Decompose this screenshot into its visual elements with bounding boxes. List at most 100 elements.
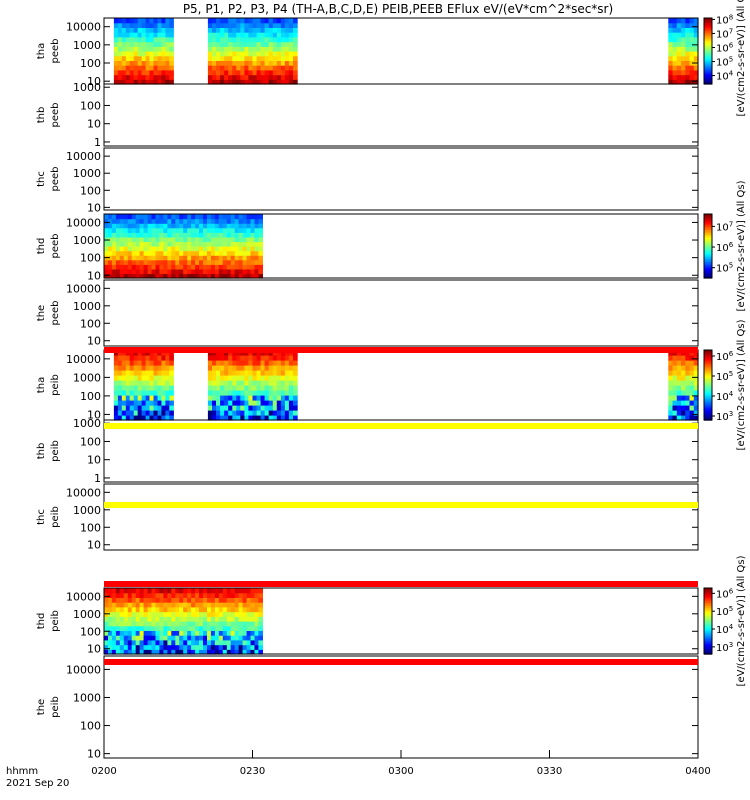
panel-label-instrument: peib [50,610,61,632]
x-tick-label: 0230 [240,766,265,777]
separator-stripe [104,423,698,429]
panel-thd-peeb: 10 100 1000 10000 thd peeb 105 106 107 [eV/(cm2-s… [36,180,747,311]
panel-label-instrument: peib [50,440,61,462]
panel-the-peeb: 10 100 1000 10000 the peeb [36,279,699,348]
panel-label-instrument: peib [50,374,61,396]
y-tick-label: 10 [87,539,101,552]
panel-frame [103,587,699,655]
colorbar-frame [703,349,713,421]
y-tick-label: 1000 [73,371,101,384]
y-tick-label: 100 [80,184,101,197]
separator-stripe [104,659,698,665]
colorbar-unit-label: [eV/(cm2-s-sr-eV)] (All Qs) [736,0,747,116]
spectrogram-block [113,350,174,421]
y-tick-label: 100 [80,625,101,638]
panel-label-probe: tha [36,43,47,59]
y-tick-label: 10 [87,454,101,467]
y-tick-label: 10 [87,408,101,421]
panel-frame [103,213,699,279]
panel-frame [103,83,699,147]
colorbar-tick-label: 105 [716,605,733,618]
y-tick-label: 10 [87,118,101,131]
colorbar-frame [703,17,713,85]
panel-frame [103,349,699,421]
panel-frame [103,17,699,85]
y-tick-label: 1000 [73,300,101,313]
y-tick-label: 1000 [73,504,101,517]
colorbar: 103 104 105 106 [eV/(cm2-s-sr-eV)] (All Qs) [703,555,747,686]
colorbar-tick-label: 105 [716,262,733,275]
y-tick-label: 10000 [66,282,101,295]
spectrogram-block [207,350,298,421]
panel-label-probe: thc [36,509,47,525]
panel-frame [103,419,699,483]
y-tick-label: 10 [87,643,101,656]
y-tick-label: 100 [80,252,101,265]
time-axis: hhmm 2021 Sep 20 0200 0230 0300 0330 0400 [6,750,711,789]
y-tick-label: 10000 [66,353,101,366]
colorbar-tick-label: 106 [716,350,734,363]
y-tick-label: 10 [87,748,101,761]
y-tick-label: 1000 [73,417,101,430]
colorbar-frame [703,587,713,655]
y-tick-label: 10000 [66,150,101,163]
y-tick-label: 100 [80,57,101,70]
y-tick-label: 100 [80,390,101,403]
y-tick-label: 1000 [73,81,101,94]
colorbar-frame [703,213,713,279]
colorbar-tick-label: 105 [716,56,733,69]
x-tick-label: 0300 [388,766,413,777]
x-tick-label: 0330 [537,766,562,777]
y-tick-label: 10000 [66,486,101,499]
panel-thc-peeb: 10 100 1000 10000 thc peeb [36,147,699,214]
separator-stripe [104,502,698,508]
colorbar-tick-label: 107 [716,27,733,40]
colorbar-tick-label: 106 [716,241,734,254]
colorbar-tick-label: 103 [716,410,733,423]
panel-label-probe: thd [36,238,47,255]
separator-stripe [104,347,698,353]
y-tick-label: 1000 [73,39,101,52]
panel-label-instrument: peeb [50,234,61,259]
colorbar: 103 104 105 106 [eV/(cm2-s-sr-eV)] (All Qs) [703,319,747,450]
y-tick-label: 1000 [73,691,101,704]
y-tick-label: 10000 [66,21,101,34]
panel-label-instrument: peib [50,506,61,528]
colorbar-unit-label: [eV/(cm2-s-sr-eV)] (All Qs) [736,319,747,450]
spectrogram-block [207,18,298,85]
panel-thd-peib: 10 100 1000 10000 thd peib 103 104 105 106 [eV/(cm… [36,555,747,686]
y-tick-label: 10 [87,335,101,348]
y-tick-label: 100 [80,521,101,534]
colorbar-tick-label: 104 [716,390,734,403]
panel-label-instrument: peeb [50,39,61,64]
spectrogram-block [104,588,263,655]
y-tick-label: 10000 [66,216,101,229]
x-axis-label: hhmm [6,766,38,777]
y-tick-label: 1000 [73,167,101,180]
panel-thb-peeb: 1 10 100 1000 thb peeb [36,81,699,149]
y-tick-label: 100 [80,720,101,733]
colorbar-tick-label: 105 [716,370,733,383]
panel-label-probe: thc [36,171,47,187]
colorbar-tick-label: 106 [716,587,734,600]
panel-thc-peib: 10 100 1000 10000 thc peib [36,483,699,552]
separator-stripe [104,581,698,587]
panel-label-probe: thb [36,107,47,124]
spectrogram-block [113,18,174,85]
colorbar: 105 106 107 [eV/(cm2-s-sr-eV)] (All Qs) [703,180,747,311]
panel-frame [103,279,699,347]
panel-label-instrument: peeb [50,167,61,192]
y-tick-label: 1 [94,136,101,149]
x-tick-label: 0200 [91,766,116,777]
spectrogram-block [668,18,699,85]
x-tick-label: 0400 [685,766,710,777]
y-tick-label: 100 [80,435,101,448]
y-tick-label: 100 [80,99,101,112]
panel-thb-peib: 1 10 100 1000 thb peib [36,417,699,485]
y-tick-label: 10 [87,201,101,214]
panel-label-probe: the [36,305,47,321]
panel-label-instrument: peeb [50,301,61,326]
